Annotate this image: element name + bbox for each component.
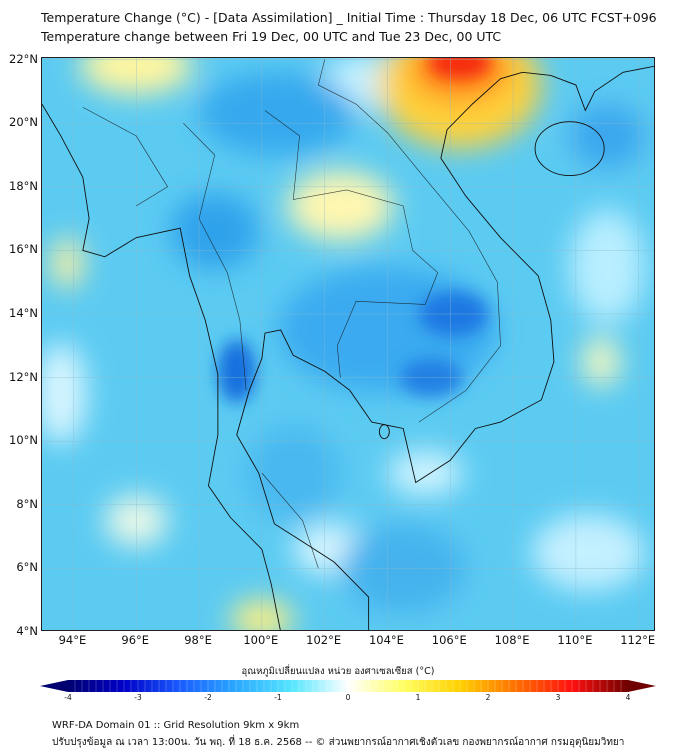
longitude-label: 100°E	[243, 633, 279, 647]
country-border	[183, 122, 247, 391]
latitude-label: 16°N	[9, 242, 38, 257]
temperature-anomaly-region	[170, 193, 259, 270]
coastline	[236, 65, 654, 630]
chart-title: Temperature Change (°C) - [Data Assimila…	[41, 10, 657, 25]
latitude-label: 20°N	[9, 115, 38, 130]
colorbar-tick-label: -1	[274, 693, 282, 702]
footer-update-info: ปรับปรุงข้อมูล ณ เวลา 13:00น. วัน พฤ. ที…	[52, 737, 625, 748]
latitude-label: 8°N	[16, 496, 38, 511]
temperature-change-map	[41, 57, 655, 631]
temperature-anomaly-region	[531, 514, 645, 591]
chart-subtitle: Temperature change between Fri 19 Dec, 0…	[41, 29, 502, 44]
coastline	[42, 103, 281, 630]
country-border	[264, 110, 439, 378]
longitude-label: 108°E	[494, 633, 530, 647]
temperature-anomaly-region	[42, 342, 86, 445]
colorbar-max-arrow	[628, 680, 656, 692]
longitude-label: 98°E	[184, 633, 212, 647]
longitude-label: 104°E	[368, 633, 404, 647]
colorbar-tick-label: -4	[64, 693, 72, 702]
latitude-label: 4°N	[16, 624, 38, 638]
country-border	[318, 59, 501, 423]
hainan-island	[534, 121, 605, 177]
longitude-label: 102°E	[306, 633, 342, 647]
temperature-anomaly-region	[387, 450, 463, 496]
temperature-anomaly-region	[569, 104, 645, 168]
longitude-label: 112°E	[620, 633, 656, 647]
temperature-anomaly-region	[569, 209, 645, 324]
temperature-anomaly-region	[246, 425, 341, 521]
colorbar-min-arrow	[40, 680, 68, 692]
colorbar	[40, 680, 656, 692]
colorbar-tick-label: 2	[485, 693, 491, 702]
country-border	[261, 472, 319, 569]
colorbar-tick-label: 3	[555, 693, 561, 702]
temperature-anomaly-core	[428, 58, 492, 79]
latitude-label: 14°N	[9, 305, 38, 320]
temperature-anomaly-region	[51, 237, 83, 289]
phu-quoc-island	[378, 424, 390, 440]
temperature-anomaly-region	[582, 336, 620, 388]
colorbar-title: อุณหภูมิเปลี่ยนแปลง หน่วย องศาเซลเซียส (…	[241, 666, 435, 677]
footer-model-info: WRF-DA Domain 01 :: Grid Resolution 9km …	[52, 720, 300, 731]
colorbar-tick-label: 0	[345, 693, 351, 702]
latitude-label: 10°N	[9, 433, 38, 448]
longitude-label: 94°E	[58, 633, 87, 647]
latitude-label: 18°N	[9, 178, 38, 193]
colorbar-tick-label: -2	[204, 693, 212, 702]
longitude-label: 96°E	[121, 633, 150, 647]
colorbar-tick-label: 4	[625, 693, 631, 702]
colorbar-tick-label: 1	[415, 693, 421, 702]
longitude-label: 110°E	[557, 633, 593, 647]
longitude-label: 106°E	[431, 633, 467, 647]
latitude-label: 6°N	[16, 560, 38, 575]
temperature-anomaly-core	[217, 339, 256, 403]
colorbar-tick-label: -3	[134, 693, 142, 702]
country-border	[82, 107, 169, 207]
latitude-label: 22°N	[9, 51, 38, 66]
temperature-anomaly-region	[286, 171, 394, 241]
latitude-label: 12°N	[9, 369, 38, 384]
temperature-anomaly-region	[199, 72, 357, 155]
